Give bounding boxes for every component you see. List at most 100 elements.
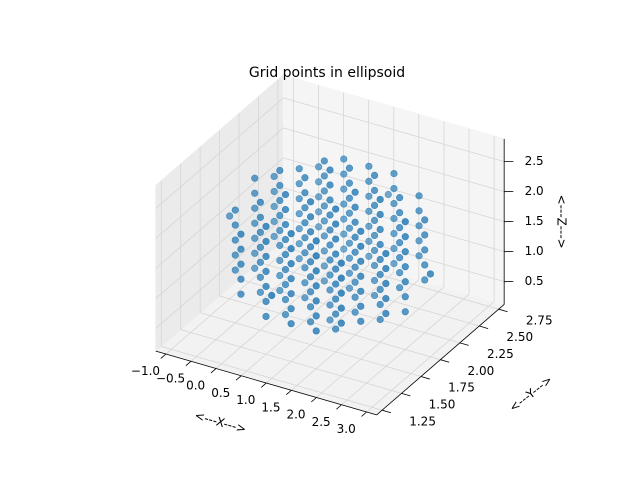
point <box>312 267 320 275</box>
point <box>276 196 284 205</box>
point <box>396 284 404 292</box>
point <box>315 178 323 186</box>
point <box>320 247 328 255</box>
point <box>301 174 309 182</box>
point <box>295 210 303 218</box>
point <box>251 234 259 242</box>
y-tick-label: 2.75 <box>526 313 553 327</box>
point <box>390 244 398 253</box>
point <box>301 279 309 287</box>
tick-mark <box>210 368 217 374</box>
z-tick-label: 0.5 <box>525 274 544 288</box>
point <box>332 235 340 243</box>
point <box>251 264 259 272</box>
tick-mark <box>336 404 342 410</box>
tick-mark <box>498 308 508 313</box>
point <box>351 203 359 211</box>
x-tick-label: 1.5 <box>261 400 280 414</box>
point <box>312 297 320 305</box>
point <box>287 320 295 328</box>
z-tick-label: 1.5 <box>525 214 544 228</box>
point <box>376 270 384 279</box>
point <box>281 235 290 244</box>
point <box>345 239 354 247</box>
point <box>357 242 365 250</box>
y-tick-label: 1.25 <box>409 414 436 428</box>
point <box>295 165 303 173</box>
point <box>237 230 245 238</box>
point <box>421 231 429 239</box>
point <box>256 273 264 281</box>
point <box>337 289 345 297</box>
point <box>345 209 354 217</box>
point <box>415 222 423 230</box>
point <box>276 166 284 175</box>
point <box>376 300 384 309</box>
grid-line <box>155 187 284 299</box>
point <box>345 179 354 187</box>
point <box>415 207 423 215</box>
point <box>251 204 259 212</box>
point <box>306 228 315 236</box>
point <box>320 187 328 195</box>
point <box>340 170 348 178</box>
point <box>376 315 384 324</box>
point <box>390 214 398 223</box>
point <box>340 230 348 238</box>
point <box>281 205 290 214</box>
point <box>237 260 245 268</box>
point <box>396 239 404 247</box>
point <box>320 262 328 270</box>
tick-mark <box>459 342 469 346</box>
point <box>390 169 398 178</box>
z-axis-label: <---Z---> <box>555 195 569 249</box>
point <box>365 207 373 215</box>
point <box>281 250 290 259</box>
grid-line <box>200 312 422 377</box>
point <box>357 257 365 265</box>
point <box>370 246 379 255</box>
tick-mark <box>185 360 192 367</box>
tick-mark <box>260 382 267 388</box>
point <box>262 252 270 261</box>
chart-title: Grid points in ellipsoid <box>249 65 405 81</box>
point <box>390 229 398 238</box>
point <box>332 250 340 258</box>
point <box>326 241 334 249</box>
point <box>345 269 354 277</box>
point <box>295 195 303 203</box>
point <box>268 291 276 300</box>
point <box>281 265 290 274</box>
point <box>276 256 284 265</box>
point <box>337 304 345 312</box>
point <box>270 187 278 196</box>
point <box>382 294 390 303</box>
point <box>320 217 328 225</box>
point <box>251 174 259 182</box>
point <box>396 224 404 232</box>
grid-line <box>180 329 402 394</box>
point <box>337 259 345 267</box>
grid-line <box>258 261 480 327</box>
point <box>262 222 270 231</box>
point <box>326 196 334 204</box>
tick-mark <box>361 411 367 417</box>
point <box>365 237 373 245</box>
point <box>231 266 239 274</box>
point <box>384 190 392 199</box>
point <box>312 237 320 245</box>
y-axis-line <box>376 304 505 416</box>
point <box>276 271 284 280</box>
point <box>320 202 328 210</box>
point <box>370 261 379 270</box>
point <box>351 263 359 271</box>
point <box>306 198 315 206</box>
point <box>256 288 264 296</box>
point <box>376 195 384 204</box>
point <box>421 246 429 254</box>
z-tick-label: 2.5 <box>525 154 544 168</box>
grid-line <box>219 295 441 361</box>
point <box>326 226 334 234</box>
grid-line <box>238 278 460 344</box>
point <box>281 295 290 304</box>
